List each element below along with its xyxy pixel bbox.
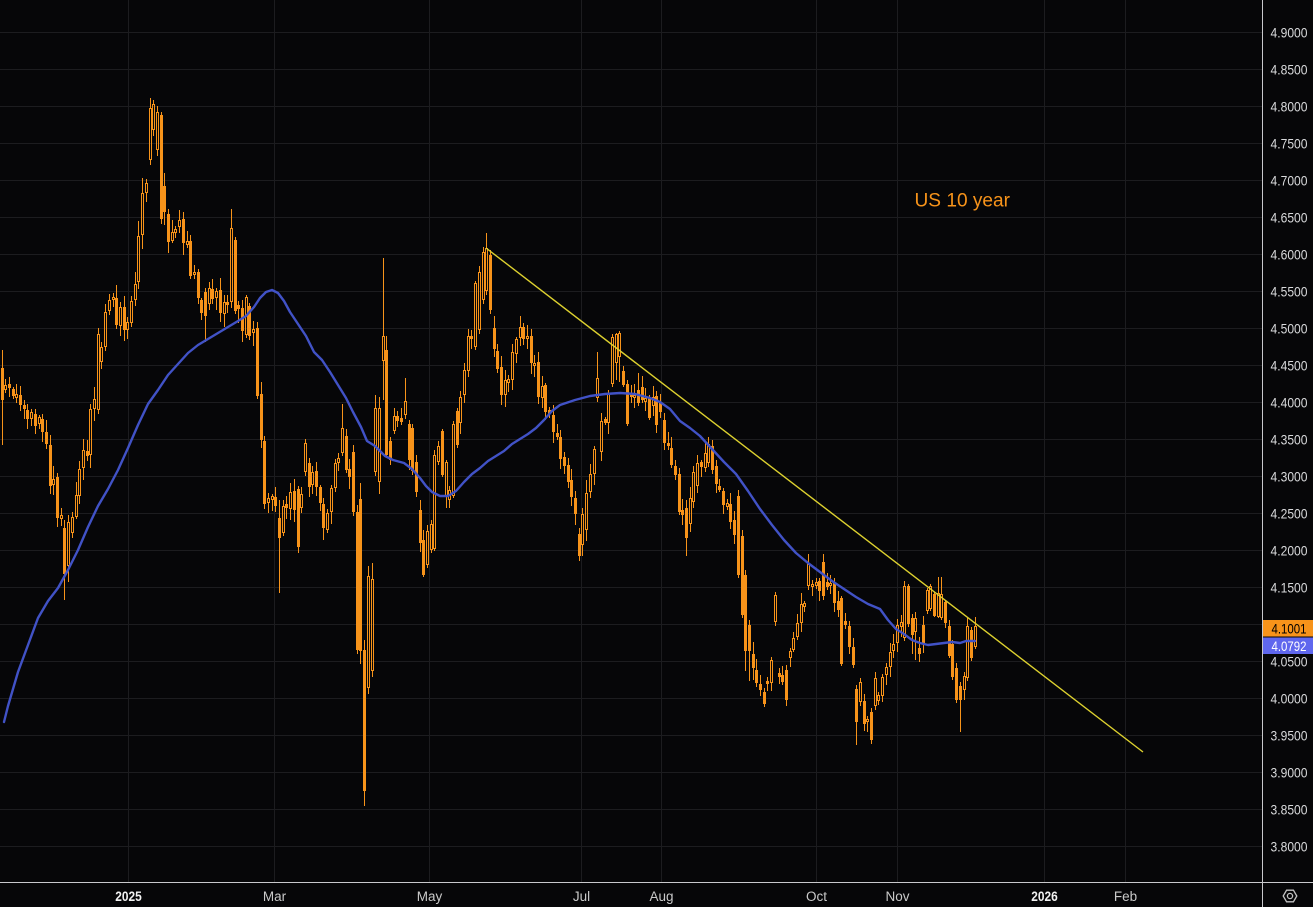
svg-text:4.7500: 4.7500 [1271,136,1308,152]
svg-text:4.1001: 4.1001 [1272,620,1307,636]
svg-text:4.1500: 4.1500 [1271,580,1308,596]
svg-text:4.5000: 4.5000 [1271,321,1308,337]
svg-text:US 10 year: US 10 year [915,191,1011,212]
svg-text:3.8500: 3.8500 [1271,802,1308,818]
svg-text:4.9000: 4.9000 [1271,25,1308,41]
svg-text:4.6500: 4.6500 [1271,210,1308,226]
svg-text:4.5500: 4.5500 [1271,284,1308,300]
svg-text:4.2500: 4.2500 [1271,506,1308,522]
svg-text:4.8500: 4.8500 [1271,62,1308,78]
svg-text:4.3500: 4.3500 [1271,432,1308,448]
svg-text:3.8000: 3.8000 [1271,839,1308,855]
svg-text:4.6000: 4.6000 [1271,247,1308,263]
svg-text:4.2000: 4.2000 [1271,543,1308,559]
svg-text:Nov: Nov [885,889,909,904]
svg-text:4.4000: 4.4000 [1271,395,1308,411]
svg-text:4.0792: 4.0792 [1272,638,1307,654]
svg-text:4.8000: 4.8000 [1271,99,1308,115]
svg-text:Aug: Aug [649,889,673,904]
svg-text:Mar: Mar [263,889,287,904]
svg-text:4.7000: 4.7000 [1271,173,1308,189]
svg-text:2026: 2026 [1031,889,1058,904]
svg-text:Feb: Feb [1114,889,1137,904]
svg-text:4.4500: 4.4500 [1271,358,1308,374]
svg-text:4.3000: 4.3000 [1271,469,1308,485]
svg-text:Oct: Oct [806,889,827,904]
svg-text:4.0500: 4.0500 [1271,654,1308,670]
svg-text:4.0000: 4.0000 [1271,691,1308,707]
svg-text:2025: 2025 [115,889,142,904]
svg-text:May: May [417,889,443,904]
svg-text:Jul: Jul [573,889,590,904]
svg-text:3.9000: 3.9000 [1271,765,1308,781]
svg-text:3.9500: 3.9500 [1271,728,1308,744]
